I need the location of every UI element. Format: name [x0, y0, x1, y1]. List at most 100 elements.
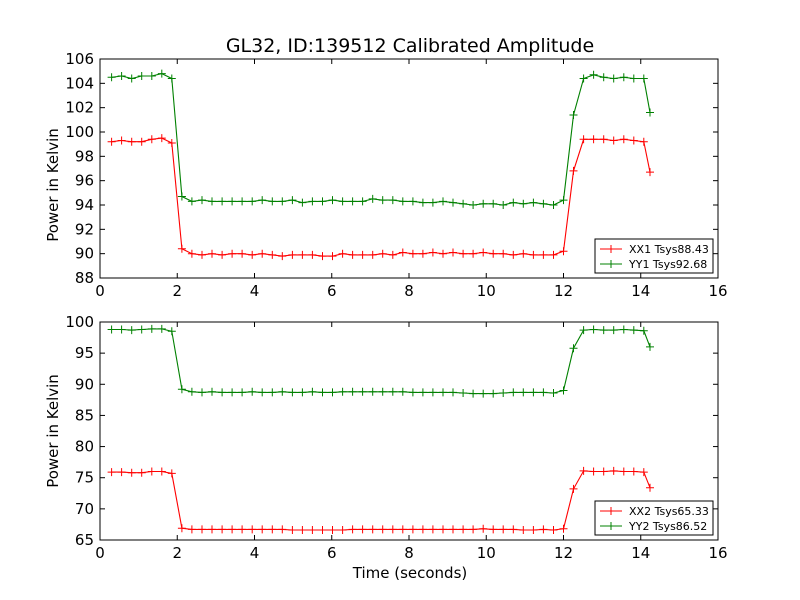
top-series-2-point	[549, 201, 558, 209]
bottom-series-1-point	[338, 526, 347, 534]
bottom-series-2-point	[117, 325, 126, 334]
bottom-series-2-point	[499, 389, 508, 397]
bottom-series-2-point	[228, 388, 237, 397]
top-series-1-point	[469, 249, 478, 258]
top-y-tick-label: 106	[65, 50, 94, 68]
bottom-series-2-point	[579, 326, 588, 335]
bottom-series-2-point	[469, 389, 478, 398]
bottom-series-2-point	[358, 387, 367, 396]
top-series-1-point	[198, 250, 206, 259]
bottom-series-1-point	[449, 525, 457, 534]
top-series-2-point	[368, 194, 377, 203]
bottom-x-tick-label: 2	[172, 544, 182, 562]
top-series-2-point	[268, 197, 277, 206]
top-series-2-point	[177, 192, 186, 201]
top-series-1-point	[459, 249, 468, 258]
bottom-series-1-point	[308, 526, 317, 534]
top-series-2-point	[258, 196, 267, 205]
top-series-1-point	[408, 249, 417, 258]
bottom-series-1-point	[278, 525, 287, 534]
top-y-axis-label: Power in Kelvin	[44, 128, 62, 242]
top-series-1-point	[137, 137, 146, 146]
bottom-series-1-point	[549, 526, 558, 534]
top-series-2-point	[646, 108, 654, 117]
bottom-series-2-point	[278, 387, 287, 396]
bottom-x-tick-label: 10	[477, 544, 496, 562]
bottom-axes-frame	[99, 321, 719, 541]
top-series-1-point	[559, 247, 568, 256]
bottom-x-tick-label: 8	[404, 544, 414, 562]
top-series-1-point	[398, 248, 407, 257]
bottom-series-1-point	[288, 526, 297, 534]
top-series-1-point	[127, 137, 136, 146]
bottom-series-1-point	[439, 525, 447, 534]
top-series-2-point	[519, 199, 528, 208]
bottom-x-tick-label: 4	[250, 544, 260, 562]
top-series-1-point	[519, 249, 528, 258]
top-series-2-point	[187, 197, 196, 206]
top-series-2-point	[418, 198, 427, 207]
top-series-2-point	[318, 197, 327, 206]
top-series-2-point	[388, 196, 397, 205]
bottom-series-1-point	[428, 525, 437, 534]
bottom-series-2-point	[187, 387, 196, 396]
top-series-2-point	[589, 70, 598, 79]
top-series-1-point	[509, 250, 518, 259]
bottom-series-2-point	[298, 388, 307, 397]
top-series-2-point	[338, 197, 347, 206]
top-series-2-point	[398, 197, 407, 206]
bottom-series-2-point	[519, 388, 528, 397]
top-series-2-point	[408, 197, 417, 206]
bottom-series-2-point	[418, 388, 427, 397]
bottom-series-2-point	[609, 326, 618, 335]
top-y-tick-label: 88	[75, 269, 94, 287]
top-series-2-point	[428, 198, 437, 207]
top-legend-label: XX1 Tsys88.43	[629, 243, 709, 256]
top-series-1-point	[589, 135, 598, 144]
top-series-1-point	[248, 250, 257, 259]
top-series-1-point	[187, 249, 196, 258]
bottom-series-1-point	[328, 526, 337, 534]
bottom-series-2-point	[428, 388, 437, 397]
bottom-series-1-point	[388, 525, 397, 534]
top-series-1-point	[579, 135, 588, 144]
top-series-1-point	[238, 249, 247, 258]
bottom-series-2-point	[368, 387, 377, 396]
top-x-tick-label: 2	[172, 282, 182, 300]
top-series-1-point	[358, 250, 367, 259]
bottom-series-2-point	[539, 388, 548, 397]
bottom-series-2-point	[589, 325, 598, 334]
chart-bottom-panel: 0 2 4 6 8 10 12 14 16 65 70 75 80 85 90 95 100 Power in …	[44, 313, 728, 582]
top-series-1-point	[298, 250, 307, 259]
top-series-2-point	[479, 199, 488, 208]
top-legend-marker	[607, 260, 615, 268]
top-series-2-point	[489, 199, 498, 208]
top-series-1-point	[208, 249, 216, 258]
bottom-series-1-point	[167, 469, 176, 478]
bottom-series-2-point	[619, 325, 628, 334]
top-series-2-point	[469, 201, 478, 209]
top-series-2-point	[579, 74, 588, 83]
bottom-series-2-point	[348, 387, 357, 396]
top-series-2-point	[228, 197, 237, 206]
top-series-2-point	[117, 72, 126, 80]
bottom-series-2-point	[599, 326, 608, 335]
bottom-series-1-point	[559, 524, 568, 533]
bottom-series-2-point	[439, 388, 447, 397]
bottom-series-2-point	[318, 388, 327, 397]
top-series-2-point	[127, 74, 136, 83]
bottom-series-2-point	[569, 344, 578, 353]
bottom-series-1-point	[646, 483, 654, 492]
bottom-series-1-point	[318, 526, 327, 534]
top-series-1-point	[549, 250, 558, 259]
top-series-1-point	[177, 244, 186, 253]
bottom-series-1-point	[519, 526, 528, 534]
top-series-2-point	[609, 74, 618, 83]
top-series-2-point	[539, 199, 548, 208]
top-series-2-point	[639, 74, 648, 83]
bottom-y-tick-label: 90	[75, 375, 94, 393]
top-legend-marker	[607, 245, 615, 253]
bottom-series-2-point	[509, 388, 518, 397]
top-series-1-point	[348, 250, 357, 259]
bottom-legend-marker	[607, 507, 615, 515]
